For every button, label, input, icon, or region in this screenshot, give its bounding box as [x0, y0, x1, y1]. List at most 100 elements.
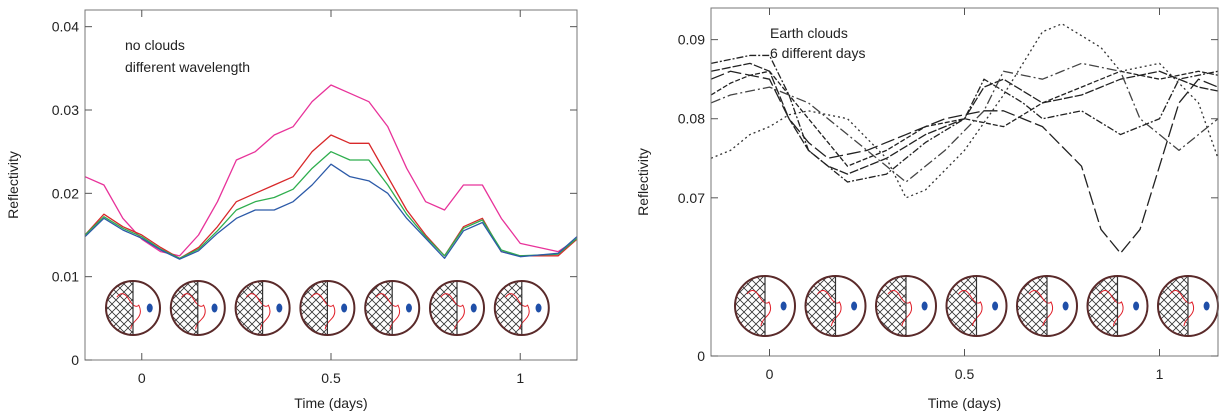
globe-outline [875, 275, 937, 337]
y-axis-label: Reflectivity [5, 151, 21, 219]
chart: 0 0.5 1 0 0.07 0.08 0.09 Time (days) Reflectivit… [635, 7, 1219, 411]
y-tick-label: 0.09 [678, 32, 705, 48]
globe-night-side [494, 281, 522, 335]
x-axis-label: Time (days) [294, 395, 367, 411]
series-line [85, 151, 577, 259]
globe-night-side [735, 276, 765, 336]
globe-outline [364, 280, 421, 336]
y-tick-label: 0.03 [52, 102, 79, 118]
globe-outline [299, 280, 356, 336]
globe-coast [746, 290, 772, 327]
globe-night-side [946, 276, 977, 336]
globe-night-side [300, 281, 328, 335]
globe-icon [105, 280, 161, 336]
globe-coast [310, 293, 336, 330]
observer-dot [1062, 301, 1069, 311]
y-axis-label: Reflectivity [635, 148, 651, 216]
globe-night-side [106, 281, 133, 335]
globe-night-side [1158, 276, 1188, 336]
globe-icon [1016, 275, 1078, 337]
globe-night-side [170, 281, 198, 335]
globe-night-side [1017, 276, 1047, 336]
series-line [85, 163, 577, 260]
y-tick-label: 0 [697, 348, 705, 364]
globe-coast [887, 290, 913, 327]
observer-dot [992, 301, 999, 311]
globe-outline [105, 280, 161, 336]
globe-icon [734, 275, 796, 337]
globe-coast [1099, 290, 1124, 327]
globe-coast [1169, 290, 1195, 327]
x-axis-label: Time (days) [928, 395, 1001, 411]
globe-outline [804, 275, 867, 337]
globe-icon [493, 280, 550, 336]
observer-dot [1203, 301, 1210, 311]
globe-coast [958, 290, 983, 327]
x-tick-label: 1 [1156, 366, 1164, 382]
globe-icon [364, 280, 421, 336]
series-line [711, 54, 1218, 183]
globe-night-side [1087, 276, 1118, 336]
series-line [711, 70, 1218, 254]
globe-coast [181, 293, 206, 330]
observer-dot [470, 303, 477, 313]
annotation-subtitle: different wavelength [125, 59, 250, 75]
globe-night-side [430, 281, 457, 335]
x-tick-label: 0.5 [955, 366, 975, 382]
globe-night-side [235, 281, 263, 335]
x-tick-label: 0.5 [321, 370, 341, 386]
series-line [711, 70, 1218, 167]
observer-dot [341, 303, 348, 313]
y-tick-label: 0.01 [52, 269, 79, 285]
globe-outline [234, 280, 291, 336]
plot-area [711, 23, 1218, 254]
observer-dot [405, 303, 412, 313]
globe-coast [1028, 290, 1054, 327]
globe-outline [734, 275, 796, 337]
globe-outline [1086, 275, 1149, 337]
observer-dot [921, 301, 928, 311]
globe-icon [1157, 275, 1219, 337]
observer-dot [851, 301, 858, 311]
globe-coast [817, 290, 842, 327]
plot-area [85, 84, 577, 260]
globe-icon [945, 275, 1008, 337]
x-tick-label: 1 [516, 370, 524, 386]
x-tick-label: 0 [138, 370, 146, 386]
globe-icon [169, 280, 226, 336]
globe-outline [169, 280, 226, 336]
globe-night-side [876, 276, 906, 336]
y-tick-label: 0 [71, 352, 79, 368]
globe-icon [299, 280, 356, 336]
series-line [85, 84, 577, 257]
observer-dot [276, 303, 283, 313]
series-line [85, 134, 577, 259]
globe-outline [429, 280, 485, 336]
globe-coast [375, 293, 401, 330]
globe-icon [804, 275, 867, 337]
observer-dot [211, 303, 218, 313]
annotation-subtitle: 6 different days [770, 45, 865, 61]
globe-outline [1016, 275, 1078, 337]
observer-dot [1133, 301, 1140, 311]
y-tick-label: 0.02 [52, 185, 79, 201]
y-tick-label: 0.07 [678, 190, 705, 206]
x-tick-label: 0 [766, 366, 774, 382]
globe-night-side [365, 281, 393, 335]
annotation-title: Earth clouds [770, 25, 848, 41]
observer-dot [146, 303, 153, 313]
observer-dot [535, 303, 542, 313]
y-tick-label: 0.08 [678, 111, 705, 127]
y-tick-label: 0.04 [52, 19, 79, 35]
globe-coast [505, 293, 530, 330]
globe-icon [234, 280, 291, 336]
series-line [711, 62, 1218, 183]
globe-coast [440, 293, 465, 330]
globe-coast [246, 293, 271, 330]
globe-coast [116, 293, 141, 330]
observer-dot [780, 301, 787, 311]
globe-icon [429, 280, 485, 336]
chart: 0 0.5 1 0 0.01 0.02 0.03 0.04 Time (days) Reflect… [5, 9, 578, 411]
